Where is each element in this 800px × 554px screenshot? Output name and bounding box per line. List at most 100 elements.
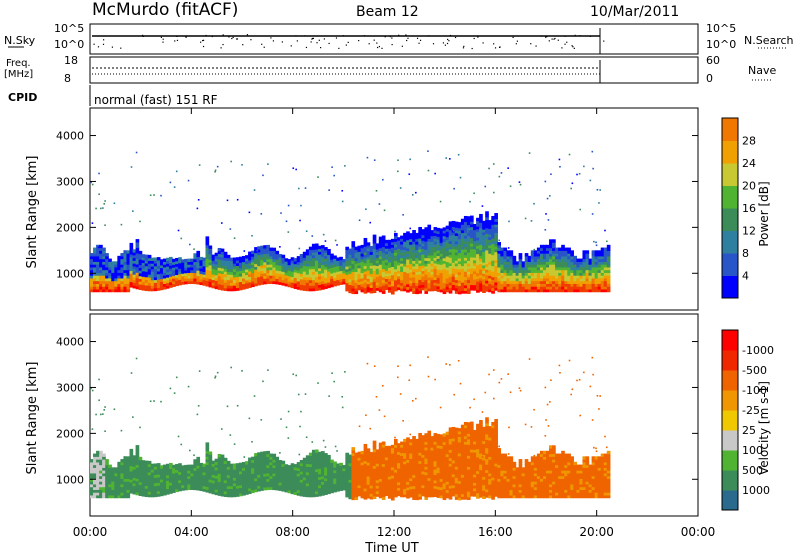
velocity-cell xyxy=(150,469,155,473)
velocity-cell xyxy=(156,479,161,483)
power-cell xyxy=(272,261,277,265)
velocity-cell xyxy=(123,492,128,496)
power-cell xyxy=(193,278,197,282)
velocity-cell xyxy=(354,496,359,501)
velocity-cell xyxy=(290,485,295,489)
velocity-cell xyxy=(348,482,353,486)
power-scatter-point xyxy=(300,204,302,207)
velocity-cell xyxy=(144,490,149,495)
velocity-cell xyxy=(223,482,228,486)
power-cell xyxy=(324,263,328,267)
velocity-cell xyxy=(454,446,459,451)
power-cell xyxy=(579,266,584,271)
velocity-cell xyxy=(457,461,462,465)
velocity-cell xyxy=(114,492,118,496)
velocity-cell xyxy=(147,463,152,467)
power-cell xyxy=(363,290,368,294)
power-cell xyxy=(606,244,611,249)
power-cell xyxy=(491,260,495,264)
velocity-cell xyxy=(378,467,383,471)
power-cell xyxy=(530,275,535,279)
power-cell xyxy=(260,267,264,272)
power-cell xyxy=(442,271,447,275)
power-cell xyxy=(108,266,112,271)
power-cell xyxy=(99,266,103,271)
velocity-cell xyxy=(330,487,334,491)
velocity-cell xyxy=(439,459,444,463)
power-cell xyxy=(439,269,444,274)
power-cell xyxy=(494,226,498,231)
velocity-cell xyxy=(436,453,441,457)
power-cell xyxy=(451,267,456,272)
power-cell xyxy=(415,257,419,262)
power-cell xyxy=(333,272,337,276)
power-cell xyxy=(229,287,234,292)
power-cell xyxy=(378,244,383,249)
power-cell xyxy=(211,276,216,281)
power-cell xyxy=(427,235,432,240)
power-cell xyxy=(521,264,526,268)
power-cell xyxy=(445,253,450,257)
power-cell xyxy=(494,276,498,280)
velocity-cell xyxy=(445,459,450,463)
velocity-cell xyxy=(162,481,167,485)
power-cell xyxy=(345,254,349,259)
velocity-cell xyxy=(354,493,359,498)
velocity-cell xyxy=(372,476,377,480)
velocity-cell xyxy=(372,479,377,483)
velocity-cell xyxy=(363,460,368,464)
velocity-cell xyxy=(296,470,301,474)
velocity-cell xyxy=(99,467,103,471)
power-cell xyxy=(169,284,173,288)
power-cell xyxy=(387,259,392,263)
velocity-cell xyxy=(418,471,422,475)
power-cell xyxy=(460,229,465,234)
power-cell xyxy=(156,270,161,275)
velocity-cell xyxy=(357,470,362,475)
power-scatter-point xyxy=(304,187,307,189)
power-cell xyxy=(105,280,109,284)
velocity-cell xyxy=(375,452,380,456)
power-cell xyxy=(470,221,474,225)
velocity-cell xyxy=(105,478,109,482)
velocity-cell xyxy=(302,460,307,464)
power-cell xyxy=(473,237,477,242)
velocity-cell xyxy=(442,460,447,465)
velocity-cell xyxy=(430,441,435,445)
power-cell xyxy=(327,262,331,267)
power-cell xyxy=(117,275,121,279)
velocity-cell xyxy=(348,487,353,491)
velocity-cell xyxy=(321,492,325,496)
power-cell xyxy=(205,269,210,273)
velocity-cell xyxy=(96,453,100,457)
velocity-cell xyxy=(366,462,371,466)
power-cell xyxy=(93,264,97,268)
power-cell xyxy=(272,264,277,268)
power-cell xyxy=(129,284,134,288)
velocity-cell xyxy=(90,492,94,496)
velocity-cell xyxy=(308,466,313,470)
power-cell xyxy=(214,255,219,259)
power-cell xyxy=(187,258,191,262)
velocity-cell xyxy=(445,431,450,436)
power-cell xyxy=(597,255,602,260)
velocity-cell xyxy=(372,440,377,444)
power-cell xyxy=(463,251,468,256)
power-cell xyxy=(208,256,213,260)
velocity-cell xyxy=(278,460,283,464)
power-cell xyxy=(488,231,492,235)
velocity-cell xyxy=(375,449,380,453)
velocity-cell xyxy=(387,462,392,466)
power-cell xyxy=(363,251,368,256)
power-cell xyxy=(135,285,140,290)
velocity-cell xyxy=(433,474,438,478)
velocity-cell xyxy=(418,460,422,464)
power-cell xyxy=(497,266,501,271)
power-cell xyxy=(591,280,596,284)
power-cell xyxy=(466,287,471,292)
power-cell xyxy=(546,277,550,282)
power-cell xyxy=(497,277,501,282)
velocity-cell xyxy=(138,481,143,485)
velocity-cell xyxy=(166,463,170,468)
power-cell xyxy=(357,284,362,288)
